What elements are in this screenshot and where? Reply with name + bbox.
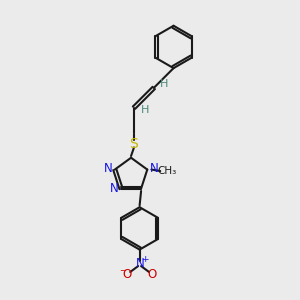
Text: H: H bbox=[160, 80, 168, 89]
Text: N: N bbox=[104, 163, 113, 176]
Text: O: O bbox=[147, 268, 157, 281]
Text: O: O bbox=[123, 268, 132, 281]
Text: H: H bbox=[141, 105, 149, 115]
Text: N: N bbox=[149, 162, 158, 175]
Text: S: S bbox=[130, 137, 138, 151]
Text: +: + bbox=[141, 255, 149, 264]
Text: N: N bbox=[110, 182, 119, 195]
Text: −: − bbox=[119, 266, 126, 275]
Text: N: N bbox=[136, 257, 145, 270]
Text: CH₃: CH₃ bbox=[157, 166, 176, 176]
